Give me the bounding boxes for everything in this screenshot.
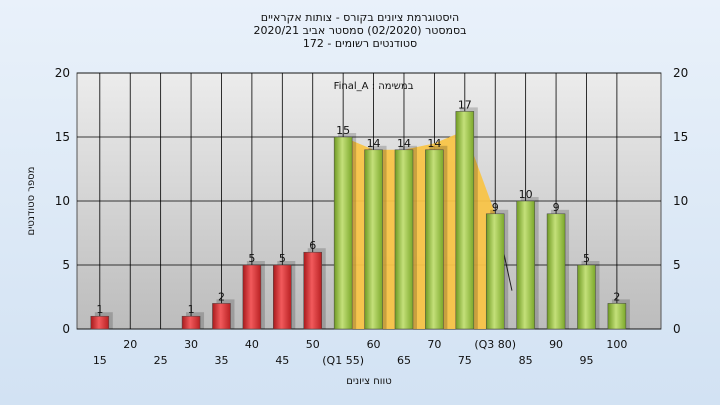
bar-75 <box>455 111 475 330</box>
chart-annotation: Final_A : במשימה <box>334 81 414 92</box>
bar-70 <box>425 149 444 330</box>
data-label-50: 6 <box>309 239 316 252</box>
data-label-85: 10 <box>519 188 533 201</box>
bar-60 <box>364 149 383 330</box>
x-tick-label-upper: 60 <box>367 338 381 351</box>
chart-title-line-3: סטודנטים רשומים - 172 <box>302 37 418 50</box>
y-tick-label-right: 10 <box>673 194 688 208</box>
data-label-90: 9 <box>553 201 560 214</box>
x-tick-label-lower: 45 <box>275 354 289 367</box>
data-label-80: 9 <box>492 201 499 214</box>
chart-title-line-1: היסטוגרמת ציונים בקורס - צותות אקראיים <box>260 11 460 24</box>
bar-85 <box>516 200 535 330</box>
y-tick-label-left: 5 <box>62 258 70 272</box>
bar-80 <box>485 213 505 330</box>
bar-45 <box>273 264 292 330</box>
y-tick-label-left: 15 <box>55 130 70 144</box>
y-tick-label-right: 15 <box>673 130 688 144</box>
y-axis-title: מספר סטודנטים <box>26 167 37 236</box>
data-label-60: 14 <box>367 137 381 150</box>
data-label-100: 2 <box>613 290 620 303</box>
y-tick-label-left: 10 <box>55 194 70 208</box>
x-tick-label-lower: 75 <box>458 354 472 367</box>
data-label-40: 5 <box>248 252 255 265</box>
chart-title-line-2: בסמסטר (02/2020) סמסטר אביב 2020/21 <box>253 24 467 37</box>
bar-65 <box>394 149 414 330</box>
x-tick-label-lower: 25 <box>154 354 168 367</box>
data-label-55: 15 <box>336 124 350 137</box>
y-tick-label-left: 0 <box>62 322 70 336</box>
y-tick-label-left: 20 <box>55 66 70 80</box>
y-tick-label-right: 20 <box>673 66 688 80</box>
bar-95 <box>577 264 596 330</box>
bar-90 <box>546 213 566 330</box>
bar-35 <box>212 303 231 330</box>
bar-40 <box>242 264 262 330</box>
y-tick-label-right: 0 <box>673 322 681 336</box>
data-label-15: 1 <box>96 303 103 316</box>
bar-100 <box>607 303 627 330</box>
data-label-75: 17 <box>458 98 472 111</box>
x-tick-label-upper: 100 <box>606 338 627 351</box>
x-tick-label-upper: (Q3 80) <box>474 338 516 351</box>
x-tick-label-lower: 15 <box>93 354 107 367</box>
data-label-30: 1 <box>188 303 195 316</box>
x-tick-label-upper: 70 <box>427 338 441 351</box>
x-tick-label-upper: 90 <box>549 338 563 351</box>
x-tick-label-lower: 65 <box>397 354 411 367</box>
bar-15 <box>90 315 110 330</box>
x-tick-label-lower: 35 <box>214 354 228 367</box>
x-tick-label-upper: 30 <box>184 338 198 351</box>
bar-55 <box>333 136 353 330</box>
bar-30 <box>181 315 201 330</box>
x-axis-title: טווח ציונים <box>346 376 391 387</box>
x-tick-label-upper: 40 <box>245 338 259 351</box>
data-label-45: 5 <box>279 252 286 265</box>
y-tick-label-right: 5 <box>673 258 681 272</box>
data-label-35: 2 <box>218 290 225 303</box>
x-tick-label-lower: (Q1 55) <box>322 354 364 367</box>
x-tick-label-lower: 95 <box>579 354 593 367</box>
data-label-95: 5 <box>583 252 590 265</box>
x-tick-label-lower: 85 <box>519 354 533 367</box>
x-tick-label-upper: 20 <box>123 338 137 351</box>
bar-50 <box>303 251 322 330</box>
data-label-65: 14 <box>397 137 411 150</box>
x-tick-label-upper: 50 <box>306 338 320 351</box>
data-label-70: 14 <box>427 137 441 150</box>
